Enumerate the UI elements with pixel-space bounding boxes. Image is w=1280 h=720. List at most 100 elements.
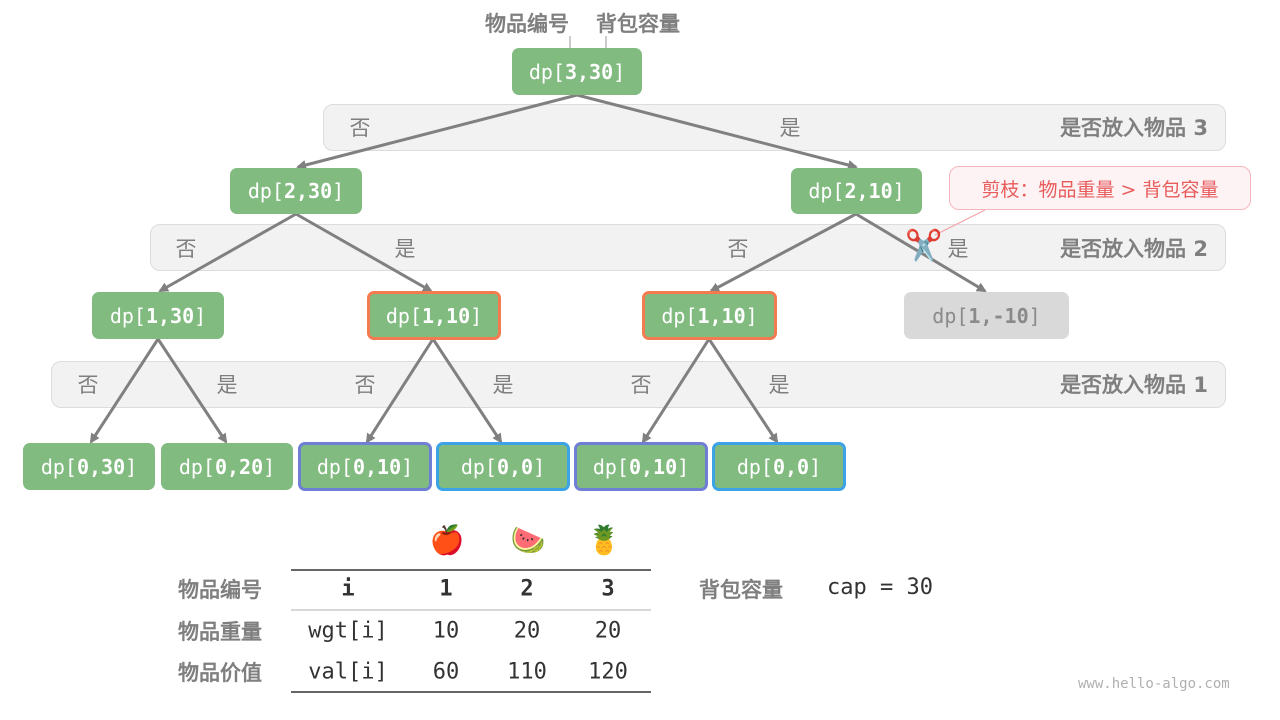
band-title-2: 是否放入物品 2 — [1060, 237, 1208, 261]
node-args: 1,-10 — [968, 303, 1029, 328]
node-args: 3,30 — [564, 59, 614, 84]
label-yes: 是 — [492, 373, 514, 397]
edge — [89, 338, 160, 444]
label-no: 否 — [630, 373, 652, 397]
capacity-label: 背包容量 — [596, 12, 680, 36]
edge — [576, 93, 858, 170]
node-args: 0,0 — [772, 454, 810, 479]
row-label-index: 物品编号 — [178, 578, 262, 602]
edge — [296, 93, 578, 170]
label-yes: 是 — [216, 373, 238, 397]
table-cell: 10 — [432, 618, 460, 644]
node-prefix: dp[ — [592, 454, 629, 479]
node-prefix: dp[ — [40, 454, 77, 479]
row-label-weight: 物品重量 — [178, 620, 262, 644]
node-suffix: ] — [194, 303, 207, 328]
edge — [431, 338, 503, 444]
item-index-label: 物品编号 — [485, 12, 569, 36]
edge — [855, 212, 987, 293]
table-cell: wgt[i] — [308, 618, 388, 644]
node-dp-0-10: dp[0,10] — [298, 442, 432, 491]
node-dp-0-20: dp[0,20] — [161, 443, 293, 490]
node-dp-1-10: dp[1,10] — [642, 291, 777, 340]
node-dp-1-10: dp[1,10] — [367, 291, 501, 340]
node-prefix: dp[ — [316, 454, 353, 479]
node-suffix: ] — [401, 454, 414, 479]
node-suffix: ] — [332, 179, 345, 203]
table-cell: val[i] — [308, 659, 388, 685]
band-item-3 — [323, 104, 1226, 151]
table-header-cell: i — [341, 576, 355, 602]
node-prefix: dp[ — [247, 179, 284, 203]
node-dp-2-10: dp[2,10] — [791, 168, 922, 214]
node-prefix: dp[ — [661, 303, 698, 328]
node-args: 0,10 — [352, 454, 402, 479]
node-suffix: ] — [263, 454, 276, 479]
pruning-callout-text: 剪枝：物品重量 > 背包容量 — [981, 178, 1219, 201]
node-suffix: ] — [470, 303, 483, 328]
pruning-callout: 剪枝：物品重量 > 背包容量 — [949, 166, 1251, 210]
node-prefix: dp[ — [109, 303, 146, 328]
node-dp-3-30: dp[3,30] — [512, 48, 642, 95]
node-args: 1,10 — [697, 303, 746, 328]
node-dp-2-30: dp[2,30] — [230, 168, 362, 214]
node-dp-0-0: dp[0,0] — [436, 442, 570, 491]
node-dp-1-neg10-pruned: dp[1,-10] — [904, 292, 1069, 339]
table-cell: 60 — [432, 659, 460, 685]
node-suffix: ] — [1028, 303, 1041, 328]
label-yes: 是 — [947, 237, 969, 261]
node-dp-0-10: dp[0,10] — [574, 442, 708, 491]
node-prefix: dp[ — [178, 454, 215, 479]
node-prefix: dp[ — [385, 303, 422, 328]
node-dp-0-30: dp[0,30] — [23, 443, 155, 490]
table-cell: 20 — [513, 618, 541, 644]
callout-pointer — [934, 209, 986, 236]
node-suffix: ] — [677, 454, 690, 479]
label-no: 否 — [175, 237, 197, 261]
label-yes: 是 — [779, 116, 801, 140]
capacity-value: cap = 30 — [827, 575, 933, 600]
pineapple-icon: 🍍 — [586, 523, 622, 557]
node-suffix: ] — [533, 454, 546, 479]
label-no: 否 — [77, 373, 99, 397]
table-header-cell: 3 — [601, 576, 615, 602]
edge — [709, 212, 857, 293]
edge — [156, 338, 228, 444]
capacity-title: 背包容量 — [699, 578, 783, 602]
node-prefix: dp[ — [460, 454, 497, 479]
node-args: 1,30 — [145, 303, 195, 328]
label-no: 否 — [727, 237, 749, 261]
node-prefix: dp[ — [932, 303, 969, 328]
edge — [365, 338, 435, 444]
band-item-1 — [51, 361, 1226, 408]
node-suffix: ] — [125, 454, 138, 479]
table-header-cell: 1 — [439, 576, 453, 602]
label-yes: 是 — [768, 373, 790, 397]
node-prefix: dp[ — [736, 454, 773, 479]
edge — [158, 212, 297, 293]
node-args: 0,10 — [628, 454, 678, 479]
node-prefix: dp[ — [808, 179, 845, 203]
node-args: 2,30 — [283, 179, 333, 203]
table-cell: 110 — [507, 659, 547, 685]
watermark: www.hello-algo.com — [1078, 676, 1230, 692]
node-dp-0-0: dp[0,0] — [712, 442, 846, 491]
node-prefix: dp[ — [528, 59, 565, 84]
node-suffix: ] — [613, 59, 626, 84]
label-no: 否 — [354, 373, 376, 397]
node-dp-1-30: dp[1,30] — [92, 292, 224, 339]
table-cell: 120 — [588, 659, 628, 685]
table-cell: 20 — [594, 618, 622, 644]
node-suffix: ] — [809, 454, 822, 479]
scissors-icon: ✂️ — [905, 228, 943, 264]
watermelon-icon: 🍉 — [510, 523, 546, 557]
node-args: 0,20 — [214, 454, 264, 479]
label-no: 否 — [349, 116, 371, 140]
node-suffix: ] — [745, 303, 758, 328]
edge — [641, 338, 711, 444]
band-title-1: 是否放入物品 1 — [1060, 373, 1208, 397]
node-args: 1,10 — [421, 303, 471, 328]
node-args: 2,10 — [844, 179, 893, 203]
edge — [707, 338, 779, 444]
